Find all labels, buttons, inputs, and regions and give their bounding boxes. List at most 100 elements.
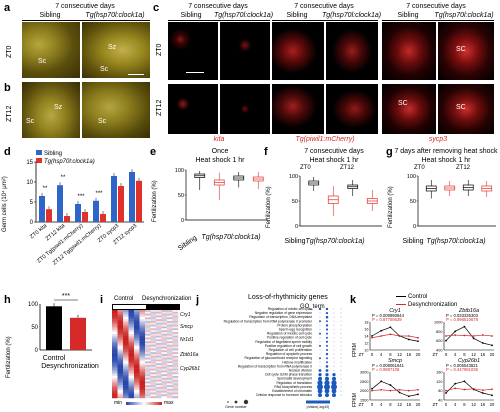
micrograph-c-kita-sib-zt12 (168, 84, 218, 134)
heatmap-cell (123, 388, 129, 391)
go-dot (331, 380, 337, 386)
p-control-k: P = 0.005543821 (446, 363, 479, 368)
p-desync-k: P = 0.996510678 (446, 317, 479, 322)
go-dot (333, 369, 335, 372)
point-k (398, 335, 401, 337)
heatmap-cell (123, 311, 129, 314)
heatmap-cell (172, 317, 179, 320)
heatmap-cell (117, 363, 124, 366)
heatmap-cell (156, 311, 162, 314)
heatmap-cell (161, 313, 168, 316)
legend-dot (243, 399, 249, 405)
heatmap-cell (150, 322, 157, 325)
heatmap-cell (128, 366, 135, 369)
heatmap-cell (156, 376, 162, 379)
heatmap-cell (134, 348, 140, 351)
heatmap-control-label: Control (114, 296, 134, 302)
tick-label-g: 0 (413, 224, 416, 230)
heatmap-cell (139, 396, 146, 399)
panel-g-subtitle: Heat shock 1 hr (421, 157, 471, 164)
heatmap-cell (134, 313, 140, 316)
heatmap-cell (123, 335, 129, 338)
heatmap-cell (150, 344, 157, 347)
heatmap-cell (112, 376, 118, 379)
heatmap-cell (156, 381, 162, 384)
heatmap-cell (112, 394, 118, 397)
point-k (389, 389, 392, 392)
heatmap-cell (161, 357, 168, 360)
ylabel-k-bottom: FPKM (352, 393, 358, 407)
panel-g-xlabel-tg: Tg(hsp70l:clock1a) (426, 238, 486, 245)
go-dot (340, 337, 342, 339)
panel-e-xlabel-tg: Tg(hsp70l:clock1a) (201, 234, 261, 241)
heatmap-cell (128, 333, 135, 336)
panel-c-sib-3: Sibling (397, 12, 419, 19)
bar-d-1-5 (136, 180, 142, 222)
heatmap-cell (145, 377, 151, 380)
heatmap-min: min (114, 400, 123, 406)
heatmap-cell (112, 379, 118, 382)
ylabel-f: Fertilization (%) (266, 186, 272, 228)
heatmap-cell (145, 310, 151, 313)
heatmap-cell (167, 341, 173, 344)
heatmap-cell (139, 319, 146, 322)
heatmap-cell (156, 328, 162, 331)
heatmap-cell (161, 326, 168, 329)
heatmap-cell (112, 339, 118, 342)
panel-c-title-2: 7 consecutive days (294, 3, 354, 10)
xtick-k: 20 (490, 402, 495, 407)
ytick-k: 800 (436, 330, 442, 334)
go-dot (319, 324, 321, 327)
heatmap-cell (139, 372, 146, 375)
heatmap-colorbar (126, 402, 162, 405)
heatmap-cell (117, 313, 124, 316)
heatmap-cell (128, 315, 135, 318)
heatmap-cell (139, 359, 146, 362)
heatmap-max: max (164, 400, 174, 406)
heatmap-cell (161, 328, 168, 331)
heatmap-cell (145, 381, 151, 384)
heatmap-cell (150, 343, 157, 346)
heatmap-cell (139, 341, 146, 344)
heatmap-cell (139, 366, 146, 369)
heatmap-cell (150, 368, 157, 371)
heatmap-cell (161, 352, 168, 355)
panel-c-tg-1: Tg(hsp70l:clock1a) (214, 12, 274, 19)
go-dot (340, 332, 342, 335)
heatmap-cell (161, 330, 168, 333)
xtick-k: 0 (371, 352, 374, 357)
heatmap-cell (117, 374, 124, 377)
heatmap-cell (172, 387, 179, 390)
heatmap-cell (145, 317, 151, 320)
heatmap-cell (139, 343, 146, 346)
point-k (407, 389, 410, 392)
heatmap-cell (112, 383, 118, 386)
heatmap-cell (172, 377, 179, 380)
go-dot (340, 349, 342, 351)
bar-d-0-5 (129, 172, 135, 222)
heatmap-cell (112, 350, 118, 353)
heatmap-cell (128, 372, 135, 375)
box-plot-g: 100 50 0 (407, 174, 496, 230)
heatmap-cell (123, 376, 129, 379)
heatmap-cell (145, 332, 151, 335)
p-desync-k: P = 0.447991035 (446, 367, 479, 372)
go-dot-plot: Regulation of mitotic cell cycleNegative… (224, 307, 342, 409)
go-dot (325, 365, 329, 368)
heatmap-cell (128, 365, 135, 368)
panel-letter-g: g (386, 146, 393, 158)
heatmap-cell (145, 357, 151, 360)
heatmap-cell (117, 337, 124, 340)
heatmap-cell (117, 322, 124, 325)
heatmap-cell (167, 365, 173, 368)
heatmap-cell (150, 394, 157, 397)
go-term-label: Positive regulation of cell growth (265, 344, 312, 348)
point-k (417, 388, 419, 391)
heatmap-cell (167, 383, 173, 386)
heatmap-cell (156, 352, 162, 355)
heatmap-cell (139, 355, 146, 358)
line-k-0-0 (371, 326, 419, 342)
ylabel-d: Germ cells (10⁴ μm²) (2, 176, 8, 232)
line-k-1-1 (445, 334, 493, 337)
heatmap-cell (112, 372, 118, 375)
